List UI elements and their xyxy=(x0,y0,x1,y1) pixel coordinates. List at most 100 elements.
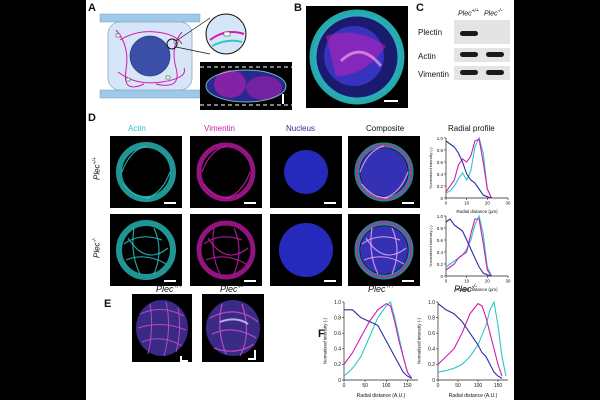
y-axis-label: Normalized intensity (-) xyxy=(428,147,433,189)
x-tick-label: 20 xyxy=(485,279,491,284)
x-tick-label: 10 xyxy=(464,201,470,206)
y-tick-label: 0.4 xyxy=(334,347,341,353)
micrograph-wt-vimentin xyxy=(190,136,262,208)
blot-plectin xyxy=(454,20,510,44)
scale-bar xyxy=(384,100,398,102)
y-tick-label: 0 xyxy=(440,274,443,279)
y-tick-label: 0.6 xyxy=(437,238,444,243)
y-tick-label: 1.0 xyxy=(437,214,444,219)
e-image-wt xyxy=(132,294,192,362)
panel-label-f: F xyxy=(318,328,325,340)
scale-bar xyxy=(402,280,414,282)
y-tick-label: 1.0 xyxy=(334,300,341,306)
y-tick-label: 0.4 xyxy=(437,250,444,255)
panel-label-c: C xyxy=(416,2,424,14)
series-line-2 xyxy=(445,218,492,277)
scale-bar xyxy=(244,280,256,282)
x-tick-label: 150 xyxy=(494,383,503,389)
blot-band xyxy=(460,70,478,75)
y-axis-label: Normalized intensity (-) xyxy=(323,317,328,364)
series-line-0 xyxy=(437,300,507,377)
panel-label-b: B xyxy=(294,2,302,14)
series-line-0 xyxy=(445,136,492,199)
x-tick-label: 30 xyxy=(505,201,511,206)
x-tick-label: 50 xyxy=(362,383,368,389)
e-title-wt: Plec+/+ xyxy=(156,284,183,294)
confined-cell-side-view xyxy=(200,62,292,110)
y-tick-label: 0.6 xyxy=(428,331,435,337)
y-tick-label: 0.2 xyxy=(428,362,435,368)
channel-title-vimentin: Vimentin xyxy=(204,124,235,133)
x-tick-label: 100 xyxy=(382,383,391,389)
scale-bar xyxy=(244,202,256,204)
row-label-ko: Plec-/- xyxy=(92,237,102,258)
x-axis-label: Radial distance (A.U.) xyxy=(357,393,406,398)
radial-profile-title: Radial profile xyxy=(448,124,495,133)
panel-label-a: A xyxy=(88,2,96,14)
blot-label-plectin: Plectin xyxy=(418,28,443,37)
x-tick-label: 100 xyxy=(474,383,483,389)
e-image-ko xyxy=(202,294,264,362)
series-line-0 xyxy=(445,214,492,277)
channel-title-nucleus: Nucleus xyxy=(286,124,315,133)
series-line-1 xyxy=(343,302,413,379)
series-line-2 xyxy=(437,303,503,379)
scale-bar xyxy=(402,202,414,204)
schematic-cell-confinement xyxy=(99,13,247,99)
blot-label-actin: Actin xyxy=(418,52,436,61)
x-tick-label: 50 xyxy=(455,383,461,389)
blot-band xyxy=(460,52,478,57)
f-title-ko: Plec-/- xyxy=(454,284,478,294)
channel-title-actin: Actin xyxy=(128,124,146,133)
y-tick-label: 0.6 xyxy=(437,160,444,165)
y-tick-label: 0.4 xyxy=(428,347,435,353)
y-tick-label: 0.8 xyxy=(437,226,444,231)
scale-bar xyxy=(282,94,284,104)
x-axis-label: Radial distance (µm) xyxy=(456,209,498,214)
x-tick-label: 0 xyxy=(343,383,346,389)
y-tick-label: 0.8 xyxy=(334,315,341,321)
lane-header-wt: Plec+/+ xyxy=(458,8,479,18)
y-tick-label: 0.6 xyxy=(334,331,341,337)
scale-bar xyxy=(324,280,336,282)
e-title-ko: Plec-/- xyxy=(220,284,244,294)
y-tick-label: 0 xyxy=(338,378,341,384)
row-label-wt: Plec+/+ xyxy=(92,157,102,180)
f-chart-wt: 0 0.2 0.4 0.6 0.8 1.0 0 50 100 150 Radial distance… xyxy=(323,300,418,398)
blot-actin xyxy=(454,48,510,62)
x-tick-label: 20 xyxy=(485,201,491,206)
series-line-1 xyxy=(445,218,492,277)
x-tick-label: 0 xyxy=(437,383,440,389)
series-line-1 xyxy=(437,302,503,377)
panel-label-e: E xyxy=(104,298,112,310)
radial-profile-chart-wt: 0 0.2 0.4 0.6 0.8 1.0 0 10 20 30 Radial distance (… xyxy=(428,136,511,214)
scale-bar xyxy=(248,358,256,360)
y-tick-label: 1.0 xyxy=(437,136,444,141)
micrograph-ko-composite xyxy=(348,214,420,286)
blot-label-vimentin: Vimentin xyxy=(418,70,449,79)
blot-band xyxy=(486,52,504,57)
x-axis-label: Radial distance (µm) xyxy=(456,287,498,292)
micrograph-ko-actin xyxy=(110,214,182,286)
scale-bar xyxy=(164,280,176,282)
radial-profile-chart-ko: 0 0.2 0.4 0.6 0.8 1.0 0 10 20 30 Radial distance (… xyxy=(428,214,511,292)
y-axis-label: Normalized intensity (-) xyxy=(428,225,433,267)
x-tick-label: 0 xyxy=(445,201,448,206)
blot-vimentin xyxy=(454,66,510,80)
blot-band xyxy=(486,70,504,75)
scale-bar xyxy=(324,202,336,204)
y-tick-label: 0.8 xyxy=(437,148,444,153)
series-line-2 xyxy=(344,309,412,379)
series-line-1 xyxy=(445,138,492,199)
scale-bar xyxy=(180,356,182,362)
y-tick-label: 0 xyxy=(440,196,443,201)
micrograph-wt-composite xyxy=(348,136,420,208)
x-tick-label: 30 xyxy=(505,279,511,284)
x-tick-label: 150 xyxy=(403,383,412,389)
scale-bar xyxy=(164,202,176,204)
y-axis-label: Normalized intensity (-) xyxy=(417,317,422,364)
x-tick-label: 10 xyxy=(464,279,470,284)
y-tick-label: 0.2 xyxy=(334,362,341,368)
micrograph-ko-vimentin xyxy=(190,214,262,286)
lane-header-ko: Plec-/- xyxy=(484,8,503,18)
